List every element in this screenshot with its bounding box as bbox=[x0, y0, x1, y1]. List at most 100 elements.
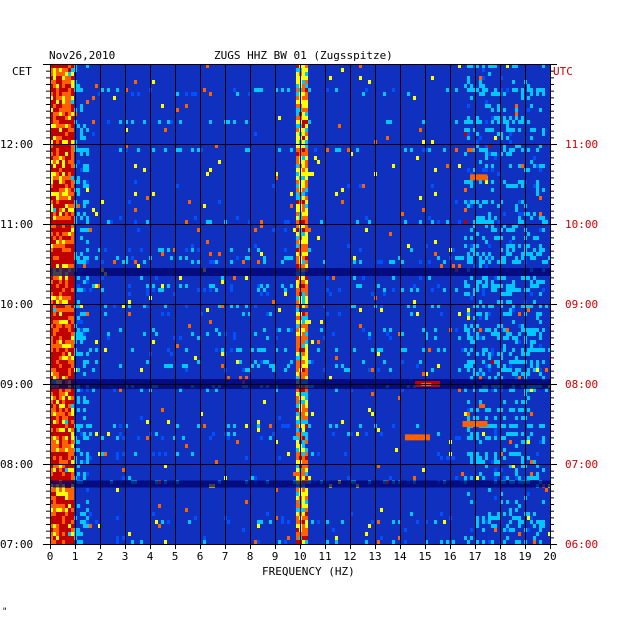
spectrogram-cell bbox=[512, 424, 515, 428]
spectrogram-cell bbox=[65, 208, 68, 212]
spectrogram-cell bbox=[68, 136, 71, 140]
spectrogram-cell bbox=[479, 180, 482, 184]
spectrogram-cell bbox=[62, 276, 65, 280]
spectrogram-cell bbox=[161, 248, 164, 252]
spectrogram-cell bbox=[95, 432, 98, 436]
spectrogram-cell bbox=[53, 524, 56, 528]
spectrogram-cell bbox=[470, 348, 473, 352]
spectrogram-cell bbox=[53, 452, 56, 456]
spectrogram-cell bbox=[497, 204, 500, 208]
spectrogram-cell bbox=[494, 152, 497, 156]
spectrogram-cell bbox=[83, 184, 86, 188]
spectrogram-cell bbox=[497, 300, 500, 304]
spectrogram-cell bbox=[512, 408, 515, 412]
y-tick-label-utc: 08:00 bbox=[565, 378, 598, 391]
spectrogram-cell bbox=[233, 432, 236, 436]
spectrogram-cell bbox=[230, 304, 233, 308]
spectrogram-cell bbox=[71, 208, 74, 212]
spectrogram-cell bbox=[368, 80, 371, 84]
spectrogram-cell bbox=[317, 236, 320, 240]
spectrogram-cell bbox=[62, 392, 65, 396]
spectrogram-cell bbox=[50, 420, 53, 424]
spectrogram-cell bbox=[80, 336, 83, 340]
spectrogram-cell bbox=[107, 120, 110, 124]
spectrogram-cell bbox=[71, 144, 74, 148]
spectrogram-cell bbox=[56, 416, 59, 420]
spectrogram-cell bbox=[71, 76, 74, 80]
spectrogram-cell bbox=[302, 64, 305, 68]
spectrogram-cell bbox=[488, 376, 491, 380]
spectrogram-cell bbox=[239, 348, 242, 352]
spectrogram-cell bbox=[50, 500, 53, 504]
spectrogram-cell bbox=[65, 396, 68, 400]
spectrogram-cell bbox=[476, 132, 479, 136]
spectrogram-cell bbox=[65, 120, 68, 124]
spectrogram-cell bbox=[218, 304, 221, 308]
spectrogram-cell bbox=[269, 424, 272, 428]
spectrogram-cell bbox=[440, 456, 443, 460]
spectrogram-cell bbox=[254, 540, 257, 544]
spectrogram-cell bbox=[503, 368, 506, 372]
spectrogram-cell bbox=[497, 512, 500, 516]
spectrogram-cell bbox=[506, 328, 509, 332]
spectrogram-cell bbox=[179, 120, 182, 124]
spectrogram-cell bbox=[302, 396, 305, 400]
spectrogram-cell bbox=[59, 128, 62, 132]
spectrogram-cell bbox=[530, 516, 533, 520]
spectrogram-cell bbox=[50, 528, 53, 532]
spectrogram-cell bbox=[533, 212, 536, 216]
spectrogram-cell bbox=[59, 316, 62, 320]
spectrogram-cell bbox=[197, 336, 200, 340]
spectrogram-cell bbox=[305, 80, 308, 84]
spectrogram-cell bbox=[296, 320, 299, 324]
spectrogram-cell bbox=[506, 332, 509, 336]
spectrogram-cell bbox=[518, 452, 521, 456]
y-tick-label-utc: 11:00 bbox=[565, 138, 598, 151]
spectrogram-cell bbox=[53, 340, 56, 344]
spectrogram-cell bbox=[53, 188, 56, 192]
spectrogram-cell bbox=[305, 132, 308, 136]
spectrogram-cell bbox=[80, 424, 83, 428]
spectrogram-cell bbox=[350, 432, 353, 436]
spectrogram-cell bbox=[542, 360, 545, 364]
spectrogram-cell bbox=[539, 304, 542, 308]
spectrogram-cell bbox=[515, 208, 518, 212]
spectrogram-cell bbox=[494, 92, 497, 96]
spectrogram-cell bbox=[302, 168, 305, 172]
spectrogram-cell bbox=[335, 424, 338, 428]
spectrogram-cell bbox=[296, 256, 299, 260]
spectrogram-cell bbox=[275, 488, 278, 492]
spectrogram-cell bbox=[59, 324, 62, 328]
spectrogram-cell bbox=[539, 372, 542, 376]
spectrogram-cell bbox=[296, 308, 299, 312]
spectrogram-cell bbox=[536, 284, 539, 288]
spectrogram-cell bbox=[275, 440, 278, 444]
spectrogram-cell bbox=[512, 288, 515, 292]
spectrogram-cell bbox=[539, 320, 542, 324]
spectrogram-cell bbox=[278, 540, 281, 544]
spectrogram-cell bbox=[50, 264, 53, 268]
spectrogram-cell bbox=[290, 148, 293, 152]
spectrogram-cell bbox=[296, 84, 299, 88]
spectrogram-cell bbox=[416, 156, 419, 160]
spectrogram-cell bbox=[503, 256, 506, 260]
spectrogram-cell bbox=[467, 204, 470, 208]
spectrogram-cell bbox=[536, 164, 539, 168]
spectrogram-cell bbox=[293, 472, 296, 476]
spectrogram-cell bbox=[302, 236, 305, 240]
spectrogram-cell bbox=[59, 124, 62, 128]
spectrogram-cell bbox=[284, 248, 287, 252]
spectrogram-cell bbox=[518, 120, 521, 124]
spectrogram-cell bbox=[122, 468, 125, 472]
spectrogram-cell bbox=[50, 192, 53, 196]
spectrogram-cell bbox=[386, 120, 389, 124]
spectrogram-cell bbox=[83, 364, 86, 368]
transient-burst-core bbox=[411, 436, 422, 440]
spectrogram-cell bbox=[53, 472, 56, 476]
spectrogram-cell bbox=[128, 476, 131, 480]
spectrogram-cell bbox=[515, 444, 518, 448]
x-tick-label: 2 bbox=[97, 550, 104, 563]
spectrogram-cell bbox=[305, 508, 308, 512]
spectrogram-cell bbox=[305, 200, 308, 204]
spectrogram-cell bbox=[305, 464, 308, 468]
